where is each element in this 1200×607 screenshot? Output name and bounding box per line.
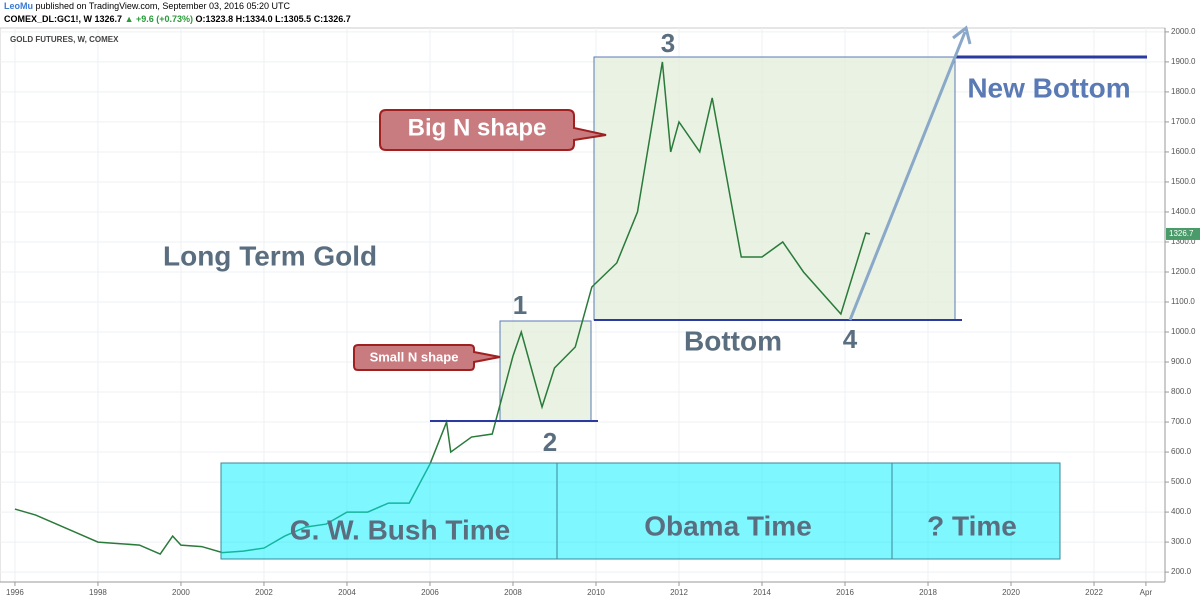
bush-box: [220, 462, 558, 560]
x-tick-label: 2018: [919, 588, 937, 597]
y-tick-label: 600.0: [1171, 447, 1192, 456]
point-1: 1: [513, 290, 527, 320]
x-tick-label: 2016: [836, 588, 854, 597]
small-label: Small N shape: [370, 349, 459, 364]
x-tick-label: 2010: [587, 588, 605, 597]
y-tick-label: 200.0: [1171, 567, 1192, 576]
open: O:1323.8: [196, 14, 234, 24]
y-tick-label: 1700.0: [1171, 117, 1196, 126]
unknown-box: [891, 462, 1061, 560]
unknown-label: ? Time: [927, 510, 1017, 541]
price-line: [14, 61, 871, 556]
last-price-label: 1326.7: [1169, 229, 1194, 238]
chart-title: GOLD FUTURES, W, COMEX: [10, 35, 119, 44]
y-tick-label: 900.0: [1171, 357, 1192, 366]
low: L:1305.5: [275, 14, 311, 24]
published: published on TradingView.com, September …: [36, 1, 291, 11]
point-4: 4: [843, 324, 858, 354]
x-tick-label: Apr: [1140, 588, 1153, 597]
high: H:1334.0: [236, 14, 273, 24]
y-tick-label: 1900.0: [1171, 57, 1196, 66]
y-tick-label: 1200.0: [1171, 267, 1196, 276]
x-tick-label: 2014: [753, 588, 771, 597]
arrow-head: [952, 25, 972, 45]
x-tick-label: 2022: [1085, 588, 1103, 597]
y-tick-label: 1100.0: [1171, 297, 1195, 306]
x-tick-label: 2008: [504, 588, 522, 597]
header-line-2: COMEX_DL:GC1!, W 1326.7 ▲ +9.6 (+0.73%) …: [4, 14, 351, 24]
y-tick-label: 1300.0: [1171, 237, 1196, 246]
author[interactable]: LeoMu: [4, 1, 33, 11]
x-tick-label: 2020: [1002, 588, 1020, 597]
arrow: [848, 31, 967, 321]
y-tick-label: 400.0: [1171, 507, 1192, 516]
y-tick-label: 500.0: [1171, 477, 1192, 486]
y-tick-label: 1800.0: [1171, 87, 1196, 96]
new-bottom-label: New Bottom: [967, 72, 1130, 103]
x-tick-label: 2012: [670, 588, 688, 597]
x-tick-label: 2002: [255, 588, 273, 597]
last: 1326.7: [95, 14, 123, 24]
y-tick-label: 1400.0: [1171, 207, 1196, 216]
x-tick-label: 1998: [89, 588, 107, 597]
header-line-1: LeoMu published on TradingView.com, Sept…: [4, 1, 291, 11]
big-callout: [379, 109, 607, 151]
main-label: Long Term Gold: [163, 240, 377, 271]
x-tick-label: 2006: [421, 588, 439, 597]
x-tick-label: 1996: [6, 588, 24, 597]
y-tick-label: 300.0: [1171, 537, 1192, 546]
y-tick-label: 2000.0: [1171, 27, 1196, 36]
big-label: Big N shape: [408, 114, 547, 141]
last-price-tag: [1166, 227, 1200, 240]
y-tick-label: 1000.0: [1171, 327, 1196, 336]
y-tick-label: 1500.0: [1171, 177, 1196, 186]
small-box: [499, 320, 592, 422]
symbol: COMEX_DL:GC1!, W: [4, 14, 93, 24]
y-axis-area: [1165, 28, 1200, 602]
obama-label: Obama Time: [644, 510, 812, 541]
point-3: 3: [661, 28, 675, 58]
change: ▲ +9.6 (+0.73%): [125, 14, 193, 24]
close: C:1326.7: [314, 14, 351, 24]
y-tick-label: 1600.0: [1171, 147, 1196, 156]
point-2: 2: [543, 427, 557, 457]
x-tick-label: 2000: [172, 588, 190, 597]
small-callout: [353, 344, 501, 371]
bush-label: G. W. Bush Time: [290, 514, 510, 545]
y-tick-label: 700.0: [1171, 417, 1192, 426]
big-box: [593, 56, 956, 321]
x-tick-label: 2004: [338, 588, 356, 597]
bottom-label: Bottom: [684, 325, 782, 356]
y-tick-label: 800.0: [1171, 387, 1192, 396]
